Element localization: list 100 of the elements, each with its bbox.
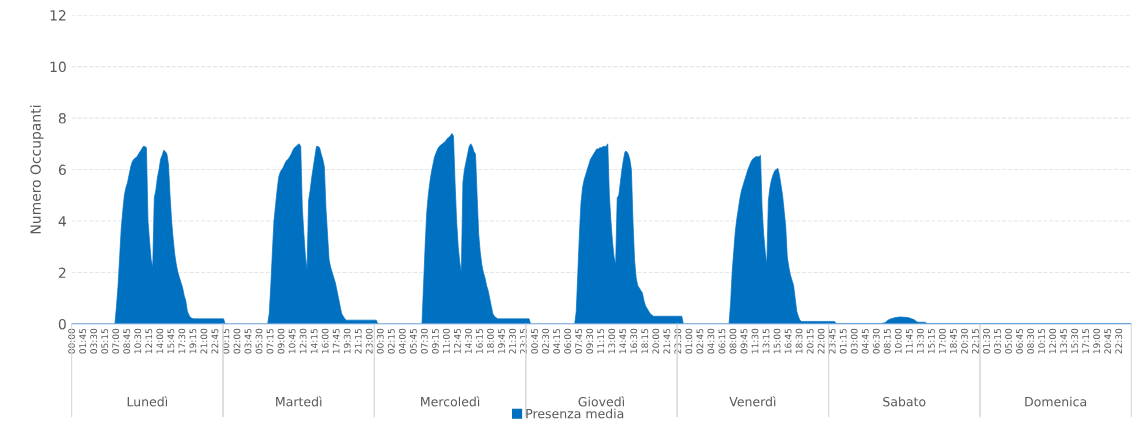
text: Mercoledì xyxy=(421,396,480,407)
y-tick-label: 10 xyxy=(50,61,66,73)
x-tick-label: 00:15 xyxy=(222,328,230,354)
x-tick-label: 12:30 xyxy=(299,328,307,354)
text: Martedì xyxy=(276,396,322,407)
x-tick-label: 18:30 xyxy=(795,328,803,354)
x-tick-label: 11:00 xyxy=(442,328,450,354)
x-tick-label: 05:00 xyxy=(1005,328,1012,354)
x-tick-label: 07:15 xyxy=(266,328,274,354)
x-tick-label: 13:00 xyxy=(608,328,616,354)
x-tick-label: 23:45 xyxy=(828,328,836,354)
x-tick-label: 07:00 xyxy=(112,328,120,354)
x-tick-label: 07:30 xyxy=(420,328,428,354)
x-tick-label: 23:30 xyxy=(674,328,682,354)
legend-label: Presenza media xyxy=(526,408,624,419)
x-tick-label: 10:15 xyxy=(1038,328,1045,354)
x-tick-label: 19:00 xyxy=(1093,328,1101,354)
x-tick-label: 22:30 xyxy=(1115,328,1123,354)
x-tick-label: 11:30 xyxy=(751,328,759,354)
x-tick-label: 15:45 xyxy=(167,328,175,354)
x-tick-label: 00:30 xyxy=(376,328,384,354)
x-tick-label: 09:30 xyxy=(586,328,594,354)
x-tick-label: 17:00 xyxy=(938,328,946,354)
text: Venerdì xyxy=(729,396,776,407)
x-tick-label: 07:45 xyxy=(575,328,583,354)
x-tick-label: 20:00 xyxy=(652,328,660,354)
x-tick-label: 01:00 xyxy=(685,328,693,354)
text: Giovedì xyxy=(578,396,625,407)
x-tick-label: 03:00 xyxy=(850,328,858,354)
x-tick-label: 05:30 xyxy=(255,328,263,354)
x-tick-label: 21:00 xyxy=(200,328,208,354)
x-tick-label: 00:00 xyxy=(68,328,76,354)
x-tick-label: 21:15 xyxy=(354,328,362,354)
y-tick-label: 6 xyxy=(58,164,66,176)
x-tick-label: 02:30 xyxy=(542,328,549,354)
x-tick-label: 23:15 xyxy=(520,328,527,354)
x-tick-label: 12:45 xyxy=(453,328,461,354)
x-tick-label: 15:00 xyxy=(773,328,781,354)
x-tick-label: 12:00 xyxy=(1049,328,1056,354)
x-tick-label: 03:15 xyxy=(994,328,1001,354)
x-tick-label: 09:00 xyxy=(277,328,285,354)
x-tick-label: 04:30 xyxy=(707,328,715,354)
x-tick-label: 06:45 xyxy=(1016,328,1023,354)
x-tick-label: 15:30 xyxy=(1071,328,1079,354)
x-tick-label: 16:15 xyxy=(476,328,483,354)
x-tick-label: 21:30 xyxy=(509,328,516,354)
x-tick-label: 09:15 xyxy=(431,328,439,354)
x-tick-label: 16:00 xyxy=(321,328,329,354)
x-tick-label: 04:45 xyxy=(861,328,869,354)
y-tick-label: 2 xyxy=(58,267,66,278)
x-tick-label: 02:45 xyxy=(696,328,704,354)
text: Lunedì xyxy=(127,396,168,407)
x-tick-label: 01:45 xyxy=(79,328,87,354)
x-tick-label: 00:45 xyxy=(531,328,538,354)
y-tick-label: 12 xyxy=(50,10,66,21)
x-tick-label: 13:30 xyxy=(916,328,924,354)
x-tick-label: 20:30 xyxy=(960,328,968,354)
x-tick-label: 21:45 xyxy=(663,328,671,354)
x-tick-label: 14:00 xyxy=(156,328,164,354)
y-tick-label: 0 xyxy=(58,318,66,330)
x-tick-label: 18:15 xyxy=(641,328,649,354)
x-tick-label: 06:15 xyxy=(718,328,726,354)
text: Domenica xyxy=(1025,396,1087,407)
y-tick-label: 8 xyxy=(58,113,66,124)
x-tick-label: 10:45 xyxy=(288,328,296,354)
x-tick-label: 11:15 xyxy=(597,328,605,354)
y-axis-title: Numero Occupanti xyxy=(30,105,44,234)
x-tick-label: 16:45 xyxy=(784,328,792,354)
text: Sabato xyxy=(883,396,926,407)
x-tick-label: 16:30 xyxy=(630,328,638,354)
x-tick-label: 08:45 xyxy=(123,328,131,354)
x-tick-label: 19:45 xyxy=(498,328,505,354)
x-tick-label: 05:15 xyxy=(101,328,109,354)
x-tick-label: 15:15 xyxy=(928,328,935,354)
x-tick-label: 08:00 xyxy=(729,328,737,354)
x-tick-label: 19:15 xyxy=(189,328,197,354)
x-tick-label: 06:00 xyxy=(564,328,572,354)
x-tick-label: 18:00 xyxy=(487,328,494,354)
x-tick-label: 10:00 xyxy=(894,328,902,354)
x-tick-label: 20:45 xyxy=(1104,328,1112,354)
y-tick-label: 4 xyxy=(58,216,66,227)
x-tick-label: 06:30 xyxy=(872,328,880,354)
x-tick-label: 17:15 xyxy=(1082,328,1090,354)
x-tick-label: 02:15 xyxy=(387,328,395,354)
x-tick-label: 22:15 xyxy=(972,328,979,354)
x-tick-label: 13:45 xyxy=(1060,328,1068,354)
x-tick-label: 17:45 xyxy=(332,328,340,354)
x-tick-label: 11:45 xyxy=(906,328,913,354)
x-tick-label: 09:45 xyxy=(740,328,748,354)
x-tick-label: 12:15 xyxy=(145,328,153,354)
x-tick-label: 04:15 xyxy=(553,328,560,354)
x-tick-label: 18:45 xyxy=(949,328,957,354)
x-tick-label: 14:45 xyxy=(619,328,627,354)
x-tick-label: 10:30 xyxy=(134,328,142,354)
x-tick-label: 03:45 xyxy=(244,328,252,354)
x-tick-label: 23:00 xyxy=(365,328,373,354)
x-tick-label: 08:30 xyxy=(1027,328,1034,354)
x-tick-label: 17:30 xyxy=(178,328,186,354)
x-tick-label: 01:15 xyxy=(839,328,847,354)
x-tick-label: 14:15 xyxy=(310,328,318,354)
